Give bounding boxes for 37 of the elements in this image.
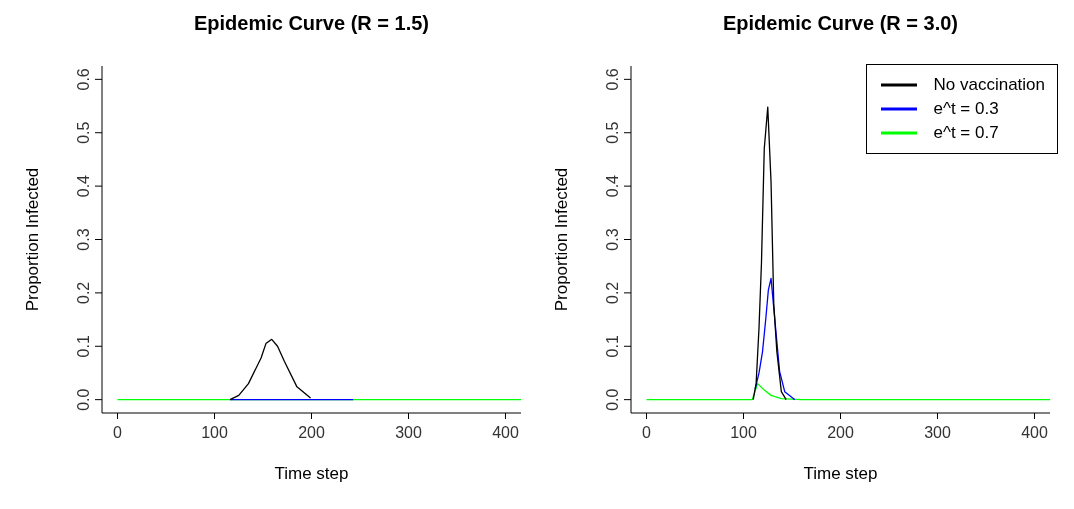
legend-label: No vaccination: [933, 74, 1045, 96]
y-tick-label: 0.4: [75, 174, 92, 198]
y-tick-label: 0.3: [75, 228, 92, 251]
y-tick-label: 0.4: [604, 174, 621, 198]
line-series: [645, 382, 1050, 401]
line-series: [752, 106, 787, 401]
chart-title: Epidemic Curve (R = 1.5): [192, 12, 431, 35]
x-tick-label: 0: [642, 424, 652, 442]
y-tick-label: 0.6: [604, 68, 621, 91]
x-tick-label: 200: [827, 424, 854, 442]
x-tick-label: 200: [298, 424, 325, 442]
y-tick-label: 0.6: [75, 68, 92, 91]
x-tick-label: 300: [924, 424, 951, 442]
y-tick-label: 0.1: [604, 335, 621, 358]
x-axis-title: Time step: [274, 464, 349, 483]
y-axis-title: Proportion Infected: [552, 167, 572, 312]
line-series: [229, 338, 312, 401]
y-tick-label: 0.5: [75, 121, 92, 144]
y-tick-label: 0.2: [604, 281, 621, 305]
y-axis-title: Proportion Infected: [23, 167, 43, 312]
y-tick-label: 0.2: [75, 281, 92, 305]
y-tick-label: 0.3: [604, 228, 621, 251]
chart-title: Epidemic Curve (R = 3.0): [721, 12, 960, 35]
y-tick-label: 0.1: [75, 335, 92, 358]
x-tick-label: 100: [201, 424, 228, 442]
legend-label: e^t = 0.7: [933, 122, 999, 144]
y-tick-label: 0.0: [75, 388, 92, 411]
line-series: [754, 277, 796, 401]
y-tick-label: 0.0: [604, 388, 621, 411]
x-tick-label: 400: [1021, 424, 1048, 442]
y-tick-label: 0.5: [604, 121, 621, 144]
legend-label: e^t = 0.3: [933, 98, 999, 120]
x-tick-label: 400: [492, 424, 519, 442]
x-tick-label: 100: [730, 424, 757, 442]
x-axis-title: Time step: [803, 464, 878, 483]
x-tick-label: 0: [113, 424, 123, 442]
x-tick-label: 300: [395, 424, 422, 442]
